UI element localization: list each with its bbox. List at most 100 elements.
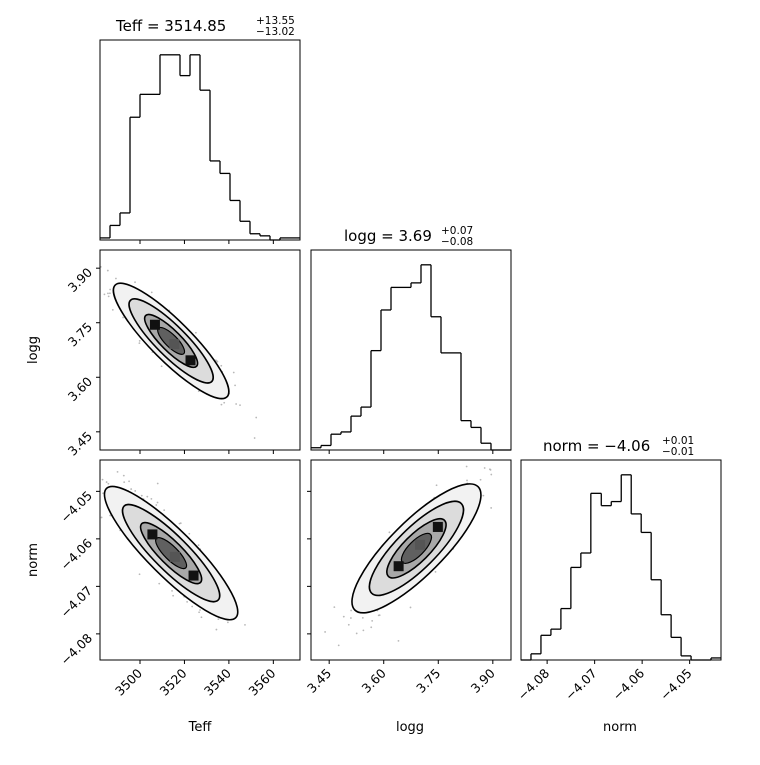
sample-point xyxy=(361,616,364,619)
density-peak xyxy=(432,521,443,532)
sample-point xyxy=(217,618,220,621)
sample-point xyxy=(388,531,391,534)
ytick-label-norm: −4.07 xyxy=(57,583,95,621)
sample-point xyxy=(109,514,112,517)
xtick-label-logg: 3.75 xyxy=(413,666,443,696)
sample-point xyxy=(116,470,119,473)
title-logg-minus: −0.08 xyxy=(441,236,473,248)
sample-point xyxy=(123,481,126,484)
density-peak xyxy=(415,539,426,550)
hist-panel-norm xyxy=(520,459,722,661)
xtick-label-norm: −4.06 xyxy=(610,665,648,703)
sample-point xyxy=(130,488,133,490)
sample-point xyxy=(134,490,137,492)
sample-point xyxy=(371,619,374,622)
ylabel-logg: logg xyxy=(26,336,41,364)
hist-panel-logg xyxy=(310,249,512,451)
sample-point xyxy=(108,292,111,295)
sample-point xyxy=(253,437,256,439)
sample-point xyxy=(255,416,258,419)
sample-point xyxy=(122,316,124,319)
sample-point xyxy=(232,371,235,374)
sample-point xyxy=(333,606,336,608)
sample-point xyxy=(100,516,103,519)
title-norm-main: norm = −4.06 xyxy=(543,437,650,455)
ytick-label-norm: −4.05 xyxy=(57,488,95,526)
sample-point xyxy=(160,365,163,368)
sample-point xyxy=(337,644,340,647)
title-teff: Teff = 3514.85 +13.55 −13.02 xyxy=(115,15,295,38)
density-peak xyxy=(393,561,404,572)
sample-point xyxy=(111,309,114,311)
sample-point xyxy=(179,522,182,525)
sample-point xyxy=(107,482,110,485)
sample-point xyxy=(239,404,241,407)
title-logg-plus: +0.07 xyxy=(441,225,473,237)
sample-point xyxy=(220,364,223,367)
sample-point xyxy=(138,342,141,344)
sample-point xyxy=(350,617,352,619)
sample-point xyxy=(244,623,246,626)
sample-point xyxy=(489,468,492,471)
density-peak xyxy=(185,355,196,366)
sample-point xyxy=(172,594,175,597)
sample-point xyxy=(134,281,136,284)
sample-point xyxy=(138,573,141,576)
panel-frame xyxy=(99,459,301,661)
sample-point xyxy=(490,507,493,509)
sample-point xyxy=(370,626,373,629)
title-teff-minus: −13.02 xyxy=(256,26,295,38)
sample-point xyxy=(355,632,358,635)
ytick-label-norm: −4.08 xyxy=(57,630,95,668)
sample-point xyxy=(194,331,197,334)
title-norm-minus: −0.01 xyxy=(662,446,694,458)
xtick-label-norm: −4.08 xyxy=(515,665,553,703)
sample-point xyxy=(515,437,517,439)
title-norm-plus: +0.01 xyxy=(662,435,694,447)
sample-point xyxy=(163,509,166,512)
title-teff-main: Teff = 3514.85 xyxy=(115,17,226,35)
xtick-label-norm: −4.05 xyxy=(657,666,695,704)
sample-point xyxy=(150,497,153,500)
sample-point xyxy=(479,478,482,481)
sample-point xyxy=(188,532,191,535)
title-norm: norm = −4.06 +0.01 −0.01 xyxy=(543,435,694,458)
sample-point xyxy=(234,384,236,387)
xlabel-norm: norm xyxy=(603,720,637,735)
sample-point xyxy=(158,582,161,585)
sample-point xyxy=(482,494,485,497)
sample-point xyxy=(198,611,201,614)
ytick-label-logg: 3.45 xyxy=(65,428,95,458)
xtick-label-norm: −4.07 xyxy=(562,666,600,704)
sample-point xyxy=(200,616,203,619)
panel-Teff-logg xyxy=(63,234,301,451)
title-logg: logg = 3.69 +0.07 −0.08 xyxy=(344,225,473,248)
xlabel-teff: Teff xyxy=(188,720,213,735)
sample-point xyxy=(156,482,159,485)
sample-point xyxy=(197,390,200,393)
xtick-label-logg: 3.90 xyxy=(468,665,498,695)
sample-point xyxy=(324,631,326,633)
ylabel-norm: norm xyxy=(26,543,41,577)
sample-point xyxy=(215,628,218,631)
sample-point xyxy=(362,629,365,632)
sample-point xyxy=(63,234,65,236)
density-peak xyxy=(188,570,199,581)
ytick-label-logg: 3.60 xyxy=(65,374,95,404)
panel-frame xyxy=(310,459,512,661)
sample-point xyxy=(235,403,238,405)
sample-point xyxy=(435,484,438,487)
sample-point xyxy=(105,481,108,483)
sample-point xyxy=(101,478,104,481)
xlabel-logg: logg xyxy=(396,720,424,735)
title-logg-main: logg = 3.69 xyxy=(344,227,432,245)
sample-point xyxy=(465,465,468,468)
sample-point xyxy=(347,623,350,626)
panel-Teff-norm xyxy=(89,459,301,661)
xtick-label-Teff: 3520 xyxy=(156,665,189,698)
sample-point xyxy=(186,600,189,603)
xtick-label-logg: 3.45 xyxy=(304,666,334,696)
density-peak xyxy=(169,339,180,350)
sample-point xyxy=(89,476,91,478)
sample-point xyxy=(397,640,400,642)
